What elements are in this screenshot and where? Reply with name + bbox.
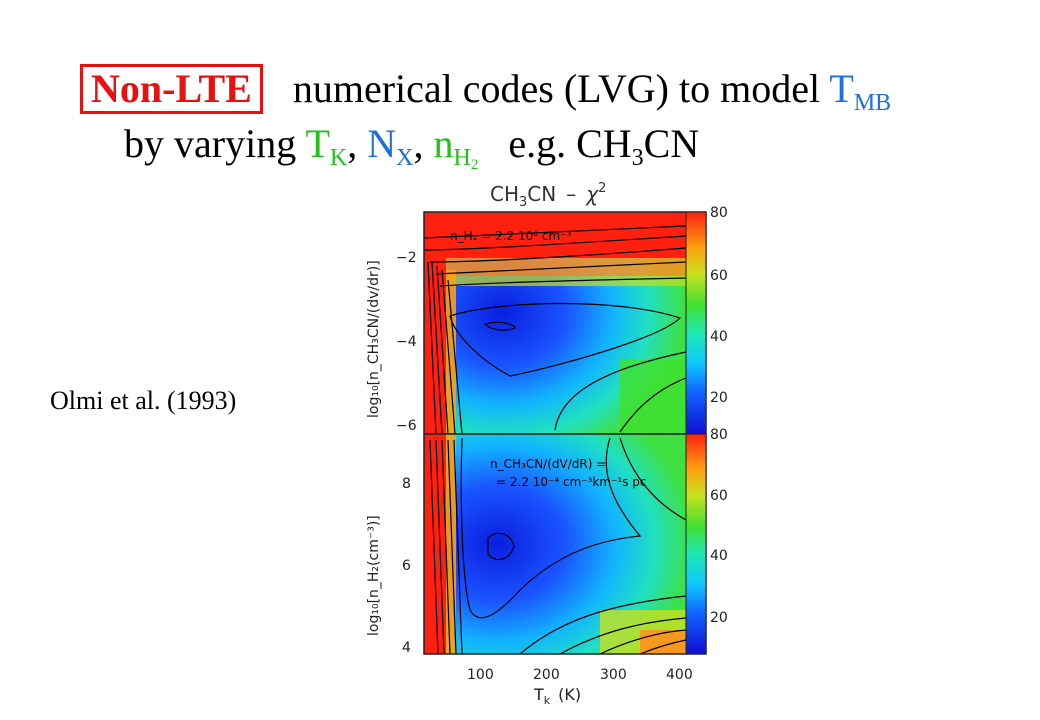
figure-title: CH3CN – χ2 — [490, 181, 606, 210]
top-ylabel: log₁₀[n_CH₃CN/(dv/dr)] — [366, 260, 382, 418]
top-colorbar — [685, 211, 707, 435]
top-y-tick: −2 — [396, 250, 417, 266]
top-y-tick: −4 — [396, 334, 417, 350]
tk-symbol: TK — [305, 121, 348, 171]
title-line-1: Non-LTE numerical codes (LVG) to model T… — [80, 64, 891, 117]
bottom-y-tick: 4 — [402, 640, 411, 656]
bottom-cbar-tick: 40 — [710, 548, 728, 564]
x-tick: 400 — [666, 667, 693, 683]
top-cbar-tick: 60 — [710, 268, 728, 284]
nh2-symbol: nH2 — [433, 121, 479, 173]
nx-symbol: NX — [367, 121, 414, 171]
bottom-cbar-tick: 60 — [710, 488, 728, 504]
top-contours — [423, 225, 687, 435]
x-tick: 100 — [467, 667, 494, 683]
top-cbar-tick: 80 — [710, 205, 728, 221]
title-line-2: by varying TK, NX, nH2 e.g. CH3CN — [124, 121, 700, 173]
citation: Olmi et al. (1993) — [50, 386, 237, 415]
top-panel: n_H₂ = 2.2 10⁶ cm⁻³ 80 60 40 20 −2 −4 −6… — [366, 205, 728, 435]
bottom-annotation-1: n_CH₃CN/(dV/dR) = — [490, 457, 606, 471]
bottom-y-tick: 8 — [402, 476, 411, 492]
bottom-ylabel: log₁₀[n_H₂(cm⁻³)] — [366, 515, 382, 636]
x-tick: 200 — [533, 667, 560, 683]
top-y-tick: −6 — [396, 418, 417, 434]
bottom-cbar-tick: 20 — [710, 610, 728, 626]
top-cbar-tick: 20 — [710, 390, 728, 406]
bottom-panel: n_CH₃CN/(dV/dR) = = 2.2 10⁻⁴ cm⁻³km⁻¹s p… — [366, 427, 728, 656]
x-label: Tk (K) — [533, 685, 581, 707]
x-tick: 300 — [600, 667, 627, 683]
bottom-cbar-tick: 80 — [710, 427, 728, 443]
top-annotation: n_H₂ = 2.2 10⁶ cm⁻³ — [450, 229, 572, 243]
top-cbar-tick: 40 — [710, 329, 728, 345]
bottom-annotation-2: = 2.2 10⁻⁴ cm⁻³km⁻¹s pc — [496, 475, 647, 489]
title-rest: numerical codes (LVG) to model — [292, 66, 830, 111]
bottom-y-tick: 6 — [402, 558, 411, 574]
tmb-symbol: TMB — [829, 66, 892, 116]
bottom-colorbar — [685, 433, 707, 655]
bottom-contours — [429, 437, 687, 655]
non-lte-badge: Non-LTE — [80, 64, 263, 114]
example-molecule: e.g. CH3CN — [508, 121, 700, 171]
